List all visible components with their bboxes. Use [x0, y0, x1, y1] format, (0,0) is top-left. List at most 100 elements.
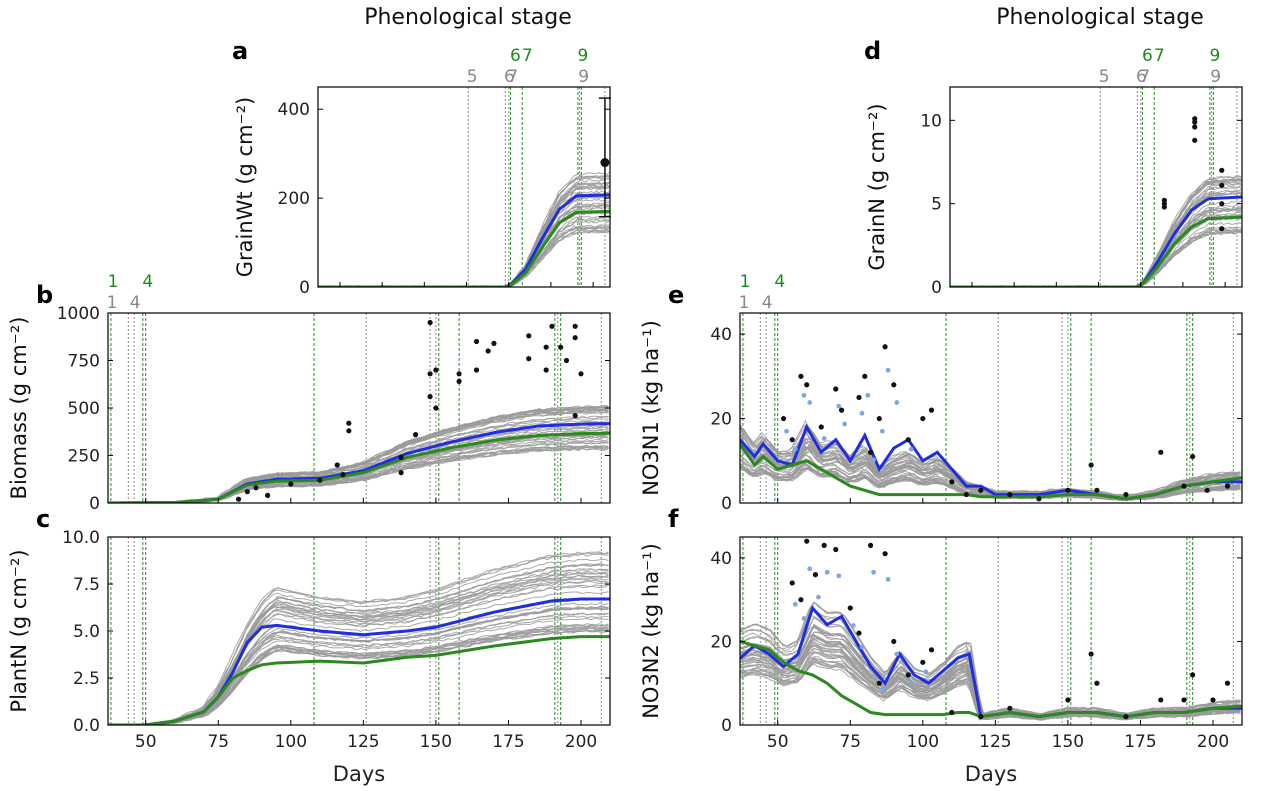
xtick-label: 100 — [907, 732, 939, 752]
data-point — [812, 572, 819, 578]
stage-label-green: 4 — [774, 272, 785, 292]
data-point — [473, 367, 480, 373]
ensemble-line — [108, 562, 609, 725]
stage-label-grey: 6 — [1136, 67, 1147, 87]
xtick-label: 50 — [135, 732, 157, 752]
data-point — [427, 394, 433, 400]
ensemble-line — [108, 418, 609, 503]
ensemble-line — [318, 228, 610, 287]
data-point — [317, 477, 323, 483]
data-point — [473, 338, 480, 345]
ytick-label: 0 — [931, 278, 942, 298]
series-observed — [740, 639, 1242, 719]
ytick-label: 7.5 — [73, 575, 100, 595]
ensemble-line — [318, 195, 610, 287]
data-point — [340, 471, 346, 478]
ensemble-line — [318, 193, 610, 287]
data-point — [876, 680, 882, 686]
ytick-label: 1000 — [57, 304, 100, 324]
ensemble-line — [950, 206, 1242, 287]
data-point-light — [816, 594, 821, 600]
ensemble-line — [108, 630, 609, 725]
ensemble-line — [318, 230, 610, 287]
data-point — [288, 481, 294, 487]
data-point — [543, 344, 549, 350]
stage-label-grey: 7 — [507, 67, 518, 87]
ensemble-line — [108, 419, 609, 503]
axes-frame — [739, 312, 1243, 504]
data-point — [891, 382, 897, 388]
data-point — [949, 709, 955, 716]
data-point — [578, 371, 584, 377]
data-point — [978, 487, 984, 493]
data-point-light — [807, 400, 813, 405]
data-point-light — [871, 569, 876, 575]
ensemble-line — [108, 576, 609, 725]
data-point-light — [792, 601, 798, 607]
ytick-label: 250 — [68, 447, 100, 467]
data-point — [398, 470, 404, 476]
ytick-label: 5 — [931, 195, 942, 215]
stage-label-grey: 1 — [107, 293, 118, 313]
xtick-label: 150 — [420, 732, 452, 752]
data-point — [882, 551, 888, 557]
ensemble-line — [108, 628, 609, 725]
data-point — [949, 479, 955, 485]
data-point — [1224, 680, 1231, 686]
data-point — [818, 424, 824, 430]
series-observed — [950, 215, 1242, 287]
data-point — [1181, 483, 1187, 489]
data-point — [526, 356, 532, 362]
xtick-label: 50 — [767, 732, 789, 752]
stage-label-green: 6 — [510, 46, 521, 66]
data-point-light — [801, 392, 807, 398]
data-point — [558, 344, 564, 350]
data-point — [1192, 137, 1198, 143]
ensemble-line — [740, 657, 1241, 721]
top-title: Phenological stage — [364, 5, 572, 30]
data-point — [334, 462, 340, 468]
data-point — [1123, 491, 1129, 498]
data-point — [1094, 487, 1100, 493]
stage-label-green: 1 — [740, 272, 751, 292]
xtick-label: 100 — [275, 732, 307, 752]
ensemble-line — [318, 203, 610, 287]
plot-area-f — [740, 537, 1242, 725]
data-point — [876, 415, 882, 422]
data-point — [1192, 119, 1198, 125]
ensemble-line — [950, 177, 1242, 287]
data-point — [1007, 705, 1013, 711]
ytick-label: 0 — [721, 494, 732, 514]
ensemble-line — [950, 183, 1242, 287]
data-point — [838, 407, 845, 413]
plot-area-e — [740, 313, 1242, 503]
data-point — [346, 428, 352, 434]
ensemble-line — [950, 230, 1242, 287]
data-point — [1192, 124, 1198, 130]
ensemble-line — [108, 606, 609, 725]
panel-c: 0.0 2.5 5.0 7.5 10.0 50 75 100 125 150 175 200 Days P… — [7, 505, 611, 786]
data-point — [563, 357, 570, 364]
ensemble-line — [108, 623, 609, 725]
ensemble-line — [108, 570, 609, 725]
ensemble-line — [108, 605, 609, 725]
data-point — [978, 714, 984, 720]
y-axis-label: NO3N2 (kg ha⁻¹) — [639, 543, 663, 719]
stage-label-grey: 9 — [1210, 67, 1221, 87]
data-point — [1088, 462, 1094, 468]
data-point — [928, 407, 935, 413]
data-point — [264, 492, 271, 498]
y-axis-label: GrainN (g cm⁻²) — [865, 103, 889, 270]
panel-letter: f — [668, 505, 679, 533]
data-point — [485, 348, 491, 354]
data-point — [1158, 697, 1164, 703]
data-point — [1181, 697, 1187, 703]
ytick-label: 40 — [710, 325, 732, 345]
ytick-label: 40 — [710, 549, 732, 569]
data-point — [833, 546, 839, 553]
data-point — [821, 542, 827, 548]
data-point — [963, 491, 969, 498]
ytick-label: 20 — [710, 410, 732, 430]
data-point-light — [871, 457, 876, 463]
